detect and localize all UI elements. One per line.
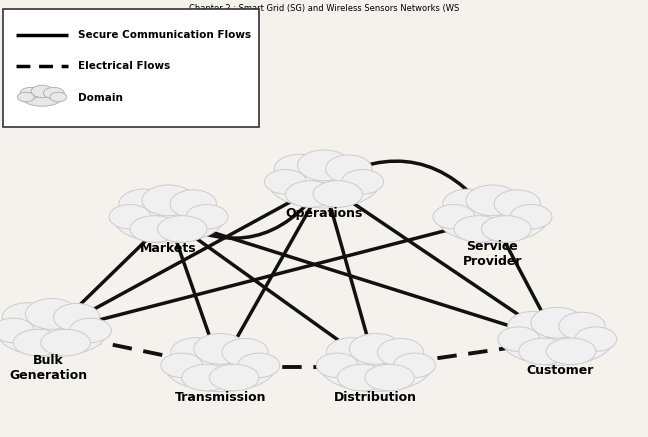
Ellipse shape [238, 353, 280, 378]
Ellipse shape [433, 205, 475, 229]
Ellipse shape [13, 329, 63, 356]
Ellipse shape [454, 216, 503, 242]
Ellipse shape [378, 338, 424, 366]
Ellipse shape [113, 194, 224, 243]
Ellipse shape [275, 154, 324, 184]
Ellipse shape [157, 216, 207, 242]
Ellipse shape [23, 90, 62, 106]
Ellipse shape [481, 216, 531, 242]
Ellipse shape [186, 205, 228, 229]
Ellipse shape [393, 353, 435, 378]
Ellipse shape [297, 150, 351, 181]
Ellipse shape [531, 307, 584, 338]
Ellipse shape [494, 190, 540, 218]
Ellipse shape [326, 155, 372, 183]
Ellipse shape [313, 181, 363, 207]
Ellipse shape [466, 185, 519, 216]
Ellipse shape [498, 327, 540, 351]
Ellipse shape [119, 189, 168, 218]
Ellipse shape [17, 92, 34, 102]
Ellipse shape [264, 170, 307, 194]
Ellipse shape [165, 343, 275, 392]
Ellipse shape [20, 87, 41, 99]
Ellipse shape [546, 338, 596, 364]
Text: Operations: Operations [285, 207, 363, 220]
Ellipse shape [443, 189, 492, 218]
Ellipse shape [161, 353, 203, 378]
Ellipse shape [508, 312, 557, 341]
Ellipse shape [285, 181, 335, 207]
Ellipse shape [321, 343, 431, 392]
Ellipse shape [437, 194, 548, 243]
Text: Transmission: Transmission [174, 391, 266, 404]
Ellipse shape [349, 333, 402, 364]
Ellipse shape [341, 170, 384, 194]
Ellipse shape [54, 303, 100, 331]
Ellipse shape [41, 329, 90, 356]
Ellipse shape [171, 338, 220, 367]
Ellipse shape [2, 303, 52, 332]
Ellipse shape [518, 338, 568, 364]
Text: Markets: Markets [140, 242, 197, 255]
Ellipse shape [181, 364, 231, 391]
Ellipse shape [43, 87, 64, 99]
Ellipse shape [559, 312, 605, 340]
Ellipse shape [31, 85, 53, 97]
Text: Secure Communication Flows: Secure Communication Flows [78, 30, 251, 40]
Ellipse shape [326, 338, 376, 367]
Ellipse shape [50, 92, 67, 102]
Ellipse shape [222, 338, 268, 366]
FancyBboxPatch shape [3, 9, 259, 127]
Text: Chapter 2 : Smart Grid (SG) and Wireless Sensors Networks (WS: Chapter 2 : Smart Grid (SG) and Wireless… [189, 4, 459, 14]
Text: Customer: Customer [527, 364, 594, 378]
Ellipse shape [130, 216, 179, 242]
Ellipse shape [0, 308, 107, 357]
Ellipse shape [337, 364, 387, 391]
Ellipse shape [109, 205, 151, 229]
Ellipse shape [365, 364, 414, 391]
Text: Distribution: Distribution [334, 391, 417, 404]
Text: Electrical Flows: Electrical Flows [78, 61, 170, 70]
Ellipse shape [69, 318, 111, 343]
Ellipse shape [269, 159, 379, 208]
Ellipse shape [209, 364, 259, 391]
Text: Service
Provider: Service Provider [463, 240, 522, 268]
Ellipse shape [194, 333, 247, 364]
Ellipse shape [25, 298, 78, 329]
Ellipse shape [502, 316, 612, 365]
Text: Bulk
Generation: Bulk Generation [10, 354, 87, 382]
Text: Domain: Domain [78, 94, 122, 103]
Ellipse shape [142, 185, 195, 216]
Ellipse shape [316, 353, 358, 378]
Ellipse shape [510, 205, 552, 229]
Ellipse shape [575, 327, 617, 351]
Ellipse shape [170, 190, 216, 218]
Ellipse shape [0, 318, 34, 343]
